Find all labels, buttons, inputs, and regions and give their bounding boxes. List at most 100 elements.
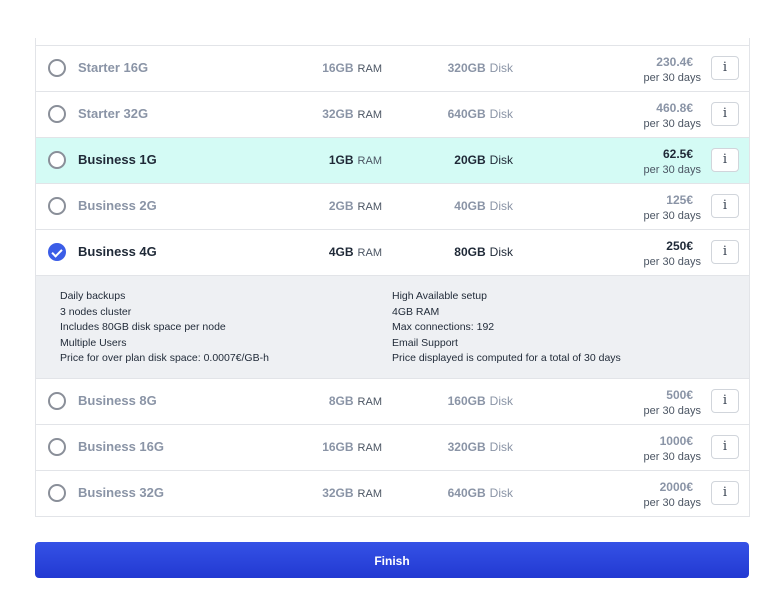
- plan-price: 125€ per 30 days: [644, 192, 701, 224]
- plan-price: 1000€ per 30 days: [644, 433, 701, 465]
- plan-disk: 80GB Disk: [454, 245, 513, 259]
- feature-item: Max connections: 192: [392, 321, 495, 334]
- feature-item: Price displayed is computed for a total …: [392, 352, 621, 365]
- disk-unit: Disk: [489, 61, 513, 75]
- plan-radio[interactable]: [48, 438, 66, 456]
- plan-radio[interactable]: [48, 197, 66, 215]
- plan-list: Starter 16G 16GB RAM 320GB Disk 230.4€ per 30 …: [35, 45, 750, 517]
- price-amount: 500€: [666, 388, 693, 402]
- plan-radio[interactable]: [48, 243, 66, 261]
- ram-unit: RAM: [357, 488, 382, 500]
- plan-radio[interactable]: [48, 151, 66, 169]
- info-icon[interactable]: i: [711, 389, 739, 413]
- plan-price: 62.5€ per 30 days: [644, 146, 701, 178]
- price-period: per 30 days: [643, 118, 701, 130]
- ram-unit: RAM: [357, 155, 382, 167]
- disk-value: 40GB: [454, 199, 486, 213]
- info-icon[interactable]: i: [711, 240, 739, 264]
- info-icon[interactable]: i: [711, 481, 739, 505]
- disk-unit: Disk: [489, 486, 513, 500]
- plan-ram: 32GB RAM: [322, 486, 382, 500]
- plan-name: Starter 32G: [78, 106, 149, 121]
- price-amount: 2000€: [659, 480, 693, 494]
- disk-unit: Disk: [489, 107, 513, 121]
- price-amount: 460.8€: [656, 101, 693, 115]
- plan-ram: 2GB RAM: [329, 199, 382, 213]
- plan-ram: 1GB RAM: [329, 153, 382, 167]
- ram-unit: RAM: [357, 63, 382, 75]
- plan-ram: 16GB RAM: [322, 440, 382, 454]
- price-amount: 1000€: [659, 434, 693, 448]
- ram-value: 4GB: [328, 245, 354, 259]
- feature-item: Daily backups: [60, 290, 126, 302]
- plan-features-right: High Available setup 4GB RAM Max connect…: [392, 289, 621, 367]
- feature-item: Multiple Users: [60, 336, 127, 349]
- disk-unit: Disk: [489, 153, 513, 167]
- plan-row[interactable]: Business 1G 1GB RAM 20GB Disk 62.5€ per 30 day…: [36, 137, 749, 183]
- plan-price: 2000€ per 30 days: [644, 479, 701, 511]
- price-period: per 30 days: [643, 451, 701, 463]
- disk-value: 80GB: [454, 245, 486, 259]
- plan-name: Business 2G: [78, 198, 157, 213]
- disk-value: 320GB: [447, 61, 486, 75]
- plan-disk: 640GB Disk: [448, 486, 513, 500]
- finish-button[interactable]: Finish: [35, 542, 749, 578]
- plan-disk: 320GB Disk: [448, 61, 513, 75]
- plan-disk: 640GB Disk: [448, 107, 513, 121]
- feature-item: Price for over plan disk space: 0.0007€/…: [60, 352, 269, 365]
- feature-item: Email Support: [392, 336, 458, 349]
- plan-ram: 16GB RAM: [322, 61, 382, 75]
- plan-row[interactable]: Business 8G 8GB RAM 160GB Disk 500€ per 30 day…: [36, 378, 749, 424]
- ram-value: 8GB: [328, 394, 354, 408]
- plan-name: Business 32G: [78, 485, 164, 500]
- plan-row[interactable]: Business 32G 32GB RAM 640GB Disk 2000€ per 30 …: [36, 470, 749, 516]
- ram-value: 16GB: [322, 61, 354, 75]
- plan-ram: 4GB RAM: [329, 245, 382, 259]
- plan-features-left: Daily backups 3 nodes cluster Includes 8…: [60, 289, 269, 367]
- ram-value: 16GB: [322, 440, 354, 454]
- info-icon[interactable]: i: [711, 56, 739, 80]
- price-amount: 230.4€: [656, 55, 693, 69]
- plan-row[interactable]: Business 16G 16GB RAM 320GB Disk 1000€ per 30 …: [36, 424, 749, 470]
- disk-value: 20GB: [454, 153, 486, 167]
- ram-unit: RAM: [357, 109, 382, 121]
- plan-row[interactable]: Business 2G 2GB RAM 40GB Disk 125€ per 30 days…: [36, 183, 749, 229]
- feature-item: 4GB RAM: [392, 305, 440, 318]
- disk-value: 640GB: [447, 107, 486, 121]
- plan-row[interactable]: Business 4G 4GB RAM 80GB Disk 250€ per 30 days…: [36, 229, 749, 275]
- price-period: per 30 days: [643, 497, 701, 509]
- feature-item: 3 nodes cluster: [60, 305, 132, 318]
- plan-radio[interactable]: [48, 105, 66, 123]
- plan-name: Business 8G: [78, 393, 157, 408]
- ram-unit: RAM: [357, 396, 382, 408]
- plan-list-top-edge: [35, 38, 750, 45]
- price-period: per 30 days: [643, 256, 701, 268]
- price-period: per 30 days: [643, 405, 701, 417]
- ram-unit: RAM: [357, 442, 382, 454]
- disk-unit: Disk: [489, 245, 513, 259]
- plan-name: Starter 16G: [78, 60, 149, 75]
- price-period: per 30 days: [643, 164, 701, 176]
- price-period: per 30 days: [643, 72, 701, 84]
- info-icon[interactable]: i: [711, 102, 739, 126]
- info-icon[interactable]: i: [711, 194, 739, 218]
- plan-disk: 320GB Disk: [448, 440, 513, 454]
- plan-disk: 20GB Disk: [454, 153, 513, 167]
- ram-value: 32GB: [322, 486, 354, 500]
- ram-unit: RAM: [357, 247, 382, 259]
- ram-unit: RAM: [357, 201, 382, 213]
- disk-value: 640GB: [447, 486, 486, 500]
- plan-radio[interactable]: [48, 484, 66, 502]
- info-icon[interactable]: i: [711, 435, 739, 459]
- plan-radio[interactable]: [48, 59, 66, 77]
- plan-radio[interactable]: [48, 392, 66, 410]
- price-amount: 62.5€: [662, 147, 693, 161]
- price-amount: 125€: [666, 193, 693, 207]
- plan-row[interactable]: Starter 32G 32GB RAM 640GB Disk 460.8€ per 30 …: [36, 91, 749, 137]
- ram-value: 32GB: [322, 107, 354, 121]
- disk-value: 320GB: [447, 440, 486, 454]
- plan-ram: 8GB RAM: [329, 394, 382, 408]
- plan-row[interactable]: Starter 16G 16GB RAM 320GB Disk 230.4€ per 30 …: [36, 45, 749, 91]
- plan-disk: 40GB Disk: [454, 199, 513, 213]
- info-icon[interactable]: i: [711, 148, 739, 172]
